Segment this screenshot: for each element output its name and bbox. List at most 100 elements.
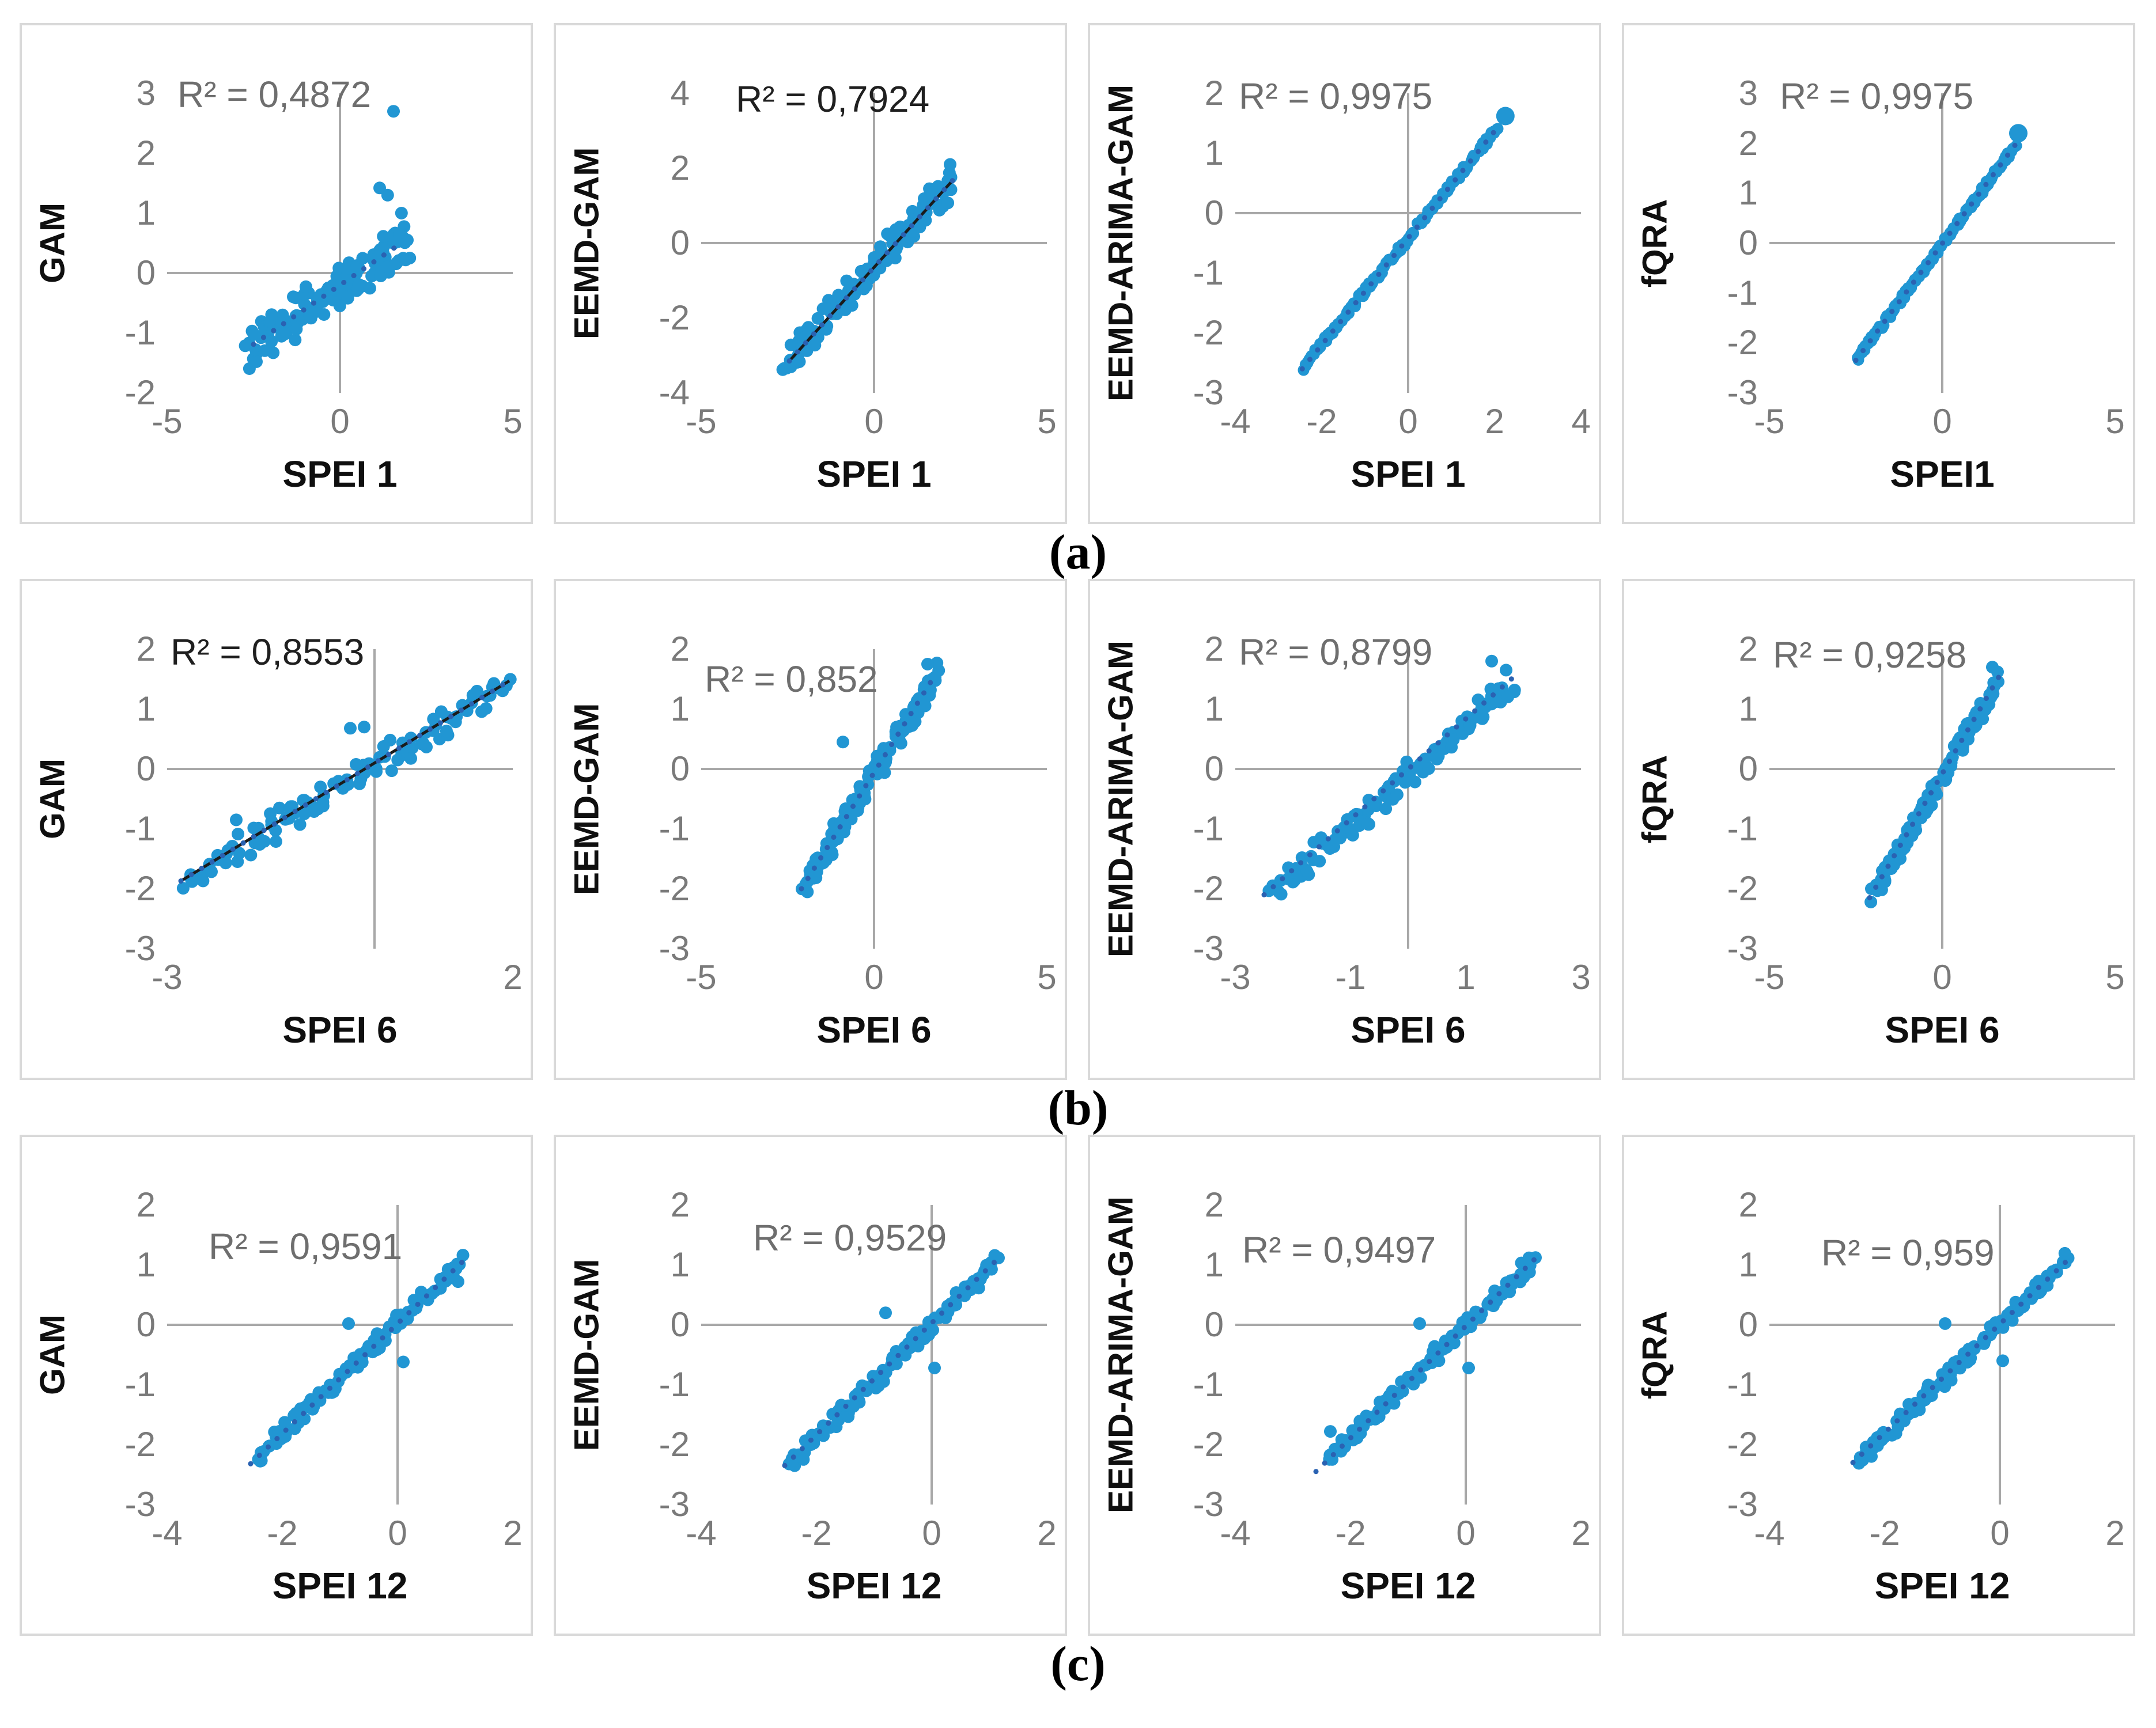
x-tick-label: 4 — [1571, 402, 1591, 441]
y-tick-label: 1 — [1204, 134, 1224, 172]
y-tick-label: -3 — [1727, 929, 1758, 968]
r-squared-annotation: R² = 0,7924 — [736, 78, 930, 120]
trend-line-dotted — [1313, 1256, 1538, 1475]
x-tick-label: 0 — [330, 402, 350, 441]
y-tick-label: 1 — [1738, 173, 1758, 213]
y-axis-tick-labels: 2 1 0 -1 -2 -3 — [1624, 1185, 1761, 1524]
y-tick-label: -2 — [1727, 1425, 1758, 1464]
x-tick-label: 2 — [1485, 402, 1504, 441]
scatter-panel-b1: GAM 2 1 0 -1 -2 -3 R² = 0,8553 -3 2 SPEI 6 — [20, 579, 533, 1080]
x-tick-label: -4 — [686, 1514, 717, 1552]
x-tick-label: 0 — [864, 958, 884, 996]
y-axis-tick-labels: 2 1 0 -1 -2 -3 — [556, 630, 693, 968]
x-tick-label: 0 — [1990, 1514, 2010, 1552]
y-tick-label: -2 — [124, 1425, 156, 1464]
scatter-plot-svg — [701, 649, 1047, 949]
y-axis-tick-labels: 2 1 0 -1 -2 -3 — [22, 1185, 159, 1524]
y-tick-label: 1 — [136, 689, 156, 728]
y-tick-label: -2 — [1193, 313, 1224, 352]
scatter-points — [782, 1249, 1005, 1472]
x-tick-label: -4 — [1754, 1514, 1785, 1552]
r-squared-annotation: R² = 0,8553 — [171, 631, 365, 673]
plot-area: R² = 0,852 — [701, 649, 1047, 949]
y-tick-label: 2 — [1738, 1185, 1758, 1224]
y-tick-label: 1 — [670, 1245, 690, 1284]
y-tick-label: 2 — [670, 149, 690, 187]
x-tick-label: 2 — [503, 958, 523, 996]
scatter-panel-b3: EEMD-ARIMA-GAM 2 1 0 -1 -2 -3 R² = 0,8799 -3-… — [1088, 579, 1601, 1080]
y-tick-label: 2 — [1204, 1185, 1224, 1224]
y-axis-tick-labels: 2 1 0 -1 -2 -3 — [1090, 74, 1227, 412]
y-axis-tick-labels: 3 2 1 0 -1 -2 -3 — [1624, 74, 1761, 412]
y-tick-label: -1 — [1727, 273, 1758, 312]
y-tick-label: -2 — [659, 869, 690, 908]
x-tick-label: -2 — [1306, 402, 1337, 441]
x-tick-label: 5 — [2105, 958, 2125, 996]
x-tick-label: -5 — [686, 402, 717, 441]
x-tick-label: -2 — [801, 1514, 832, 1552]
x-axis-title: SPEI 6 — [816, 1009, 932, 1051]
y-tick-label: 0 — [670, 223, 690, 262]
plot-area: R² = 0,9591 — [167, 1205, 513, 1505]
y-tick-label: 3 — [136, 74, 156, 112]
x-tick-label: -2 — [1335, 1514, 1366, 1552]
y-tick-label: -3 — [1193, 1485, 1224, 1524]
y-tick-label: 1 — [1204, 1245, 1224, 1284]
scatter-panel-c4: fQRA 2 1 0 -1 -2 -3 R² = 0,959 -4 -2 0 2 SPEI 12 — [1622, 1135, 2135, 1636]
y-tick-label: -2 — [1193, 869, 1224, 908]
y-tick-label: -2 — [659, 298, 690, 337]
y-tick-label: 2 — [670, 1185, 690, 1224]
x-axis-tick-labels: -5 0 5 — [152, 401, 522, 447]
y-tick-label: -3 — [659, 1485, 690, 1524]
y-tick-label: -1 — [1193, 809, 1224, 848]
scatter-plot-svg — [167, 1205, 513, 1505]
y-tick-label: 2 — [1738, 630, 1758, 668]
y-tick-label: 2 — [136, 1185, 156, 1224]
x-tick-label: 0 — [1456, 1514, 1476, 1552]
y-axis-tick-labels: 2 1 0 -1 -2 -3 — [1090, 1185, 1227, 1524]
x-tick-label: -5 — [686, 958, 717, 996]
x-axis-tick-labels: -4 -2 0 2 — [152, 1513, 522, 1559]
x-axis-title: SPEI 12 — [1340, 1565, 1476, 1606]
x-tick-label: -5 — [1754, 958, 1785, 996]
r-squared-annotation: R² = 0,8799 — [1239, 631, 1433, 673]
x-tick-label: 0 — [1932, 958, 1952, 996]
x-tick-label: 2 — [2105, 1514, 2125, 1552]
x-tick-label: 0 — [922, 1514, 941, 1552]
y-tick-label: -1 — [124, 1365, 156, 1404]
y-tick-label: 2 — [1738, 123, 1758, 162]
scatter-plot-svg — [1769, 1205, 2115, 1505]
y-tick-label: -1 — [1193, 1365, 1224, 1404]
trend-line-dotted — [782, 1253, 1004, 1468]
y-tick-label: -3 — [124, 929, 156, 968]
caption-c: (c) — [1050, 1635, 1106, 1691]
y-tick-label: 0 — [1738, 749, 1758, 788]
x-axis-title: SPEI 6 — [282, 1009, 398, 1051]
plot-area: R² = 0,8799 — [1235, 631, 1581, 949]
x-axis-title: SPEI 12 — [1874, 1565, 2010, 1606]
plot-area: R² = 0,4872 — [167, 74, 513, 393]
x-axis-tick-labels: -5 0 5 — [686, 401, 1056, 447]
y-tick-label: 2 — [670, 630, 690, 668]
trend-line-dotted — [1299, 120, 1504, 372]
r-squared-annotation: R² = 0,959 — [1821, 1231, 1995, 1274]
y-tick-label: -2 — [1727, 323, 1758, 362]
x-tick-label: 2 — [1571, 1514, 1591, 1552]
caption-b: (b) — [1047, 1079, 1109, 1135]
y-tick-label: 1 — [1204, 689, 1224, 728]
plot-area: R² = 0,9258 — [1769, 634, 2115, 949]
r-squared-annotation: R² = 0,852 — [705, 658, 878, 700]
x-tick-label: 2 — [503, 1514, 523, 1552]
r-squared-annotation: R² = 0,9591 — [209, 1226, 403, 1268]
x-tick-label: -4 — [1220, 1514, 1251, 1552]
scatter-panel-a4: fQRA 3 2 1 0 -1 -2 -3 R² = 0,9975 -5 0 5 SPEI1 — [1622, 23, 2135, 524]
x-axis-tick-labels: -4 -2 0 2 — [1220, 1513, 1590, 1559]
scatter-panel-a2: EEMD-GAM 4 2 0 -2 -4 R² = 0,7924 -5 0 5 SPEI 1 — [554, 23, 1067, 524]
plot-area: R² = 0,9529 — [701, 1205, 1047, 1505]
x-axis-title: SPEI 1 — [282, 453, 398, 495]
x-axis-tick-labels: -5 0 5 — [1754, 401, 2124, 447]
y-tick-label: 1 — [1738, 689, 1758, 728]
panel-row-c: GAM 2 1 0 -1 -2 -3 R² = 0,9591 -4 -2 0 2 SPEI 12… — [0, 1135, 2156, 1636]
y-tick-label: -1 — [124, 313, 156, 352]
y-tick-label: 2 — [1204, 630, 1224, 668]
